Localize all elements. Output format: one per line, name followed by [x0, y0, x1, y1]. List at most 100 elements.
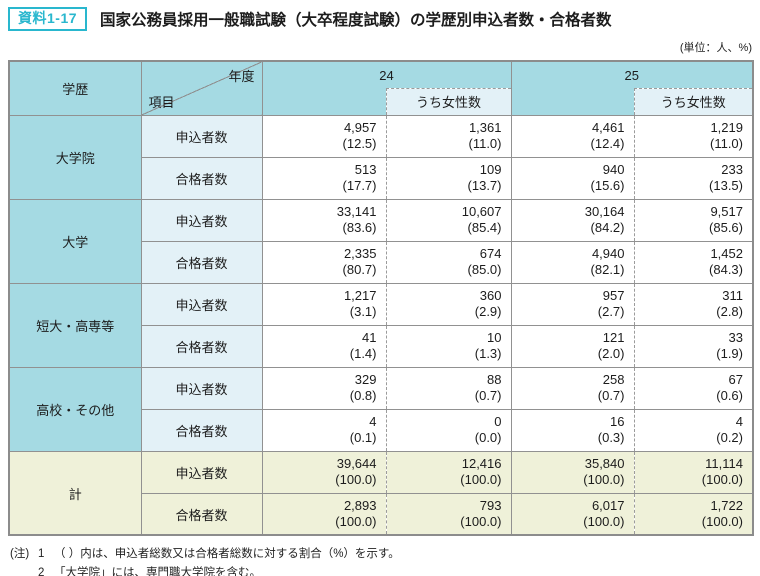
value-cell: 4 (0.1): [261, 408, 386, 452]
year-24-spacer: [261, 88, 386, 116]
percent: (0.2): [716, 430, 743, 446]
value: 2,335: [343, 246, 377, 262]
percent: (13.7): [467, 178, 502, 194]
value: 233: [721, 162, 743, 178]
metric-label-cell: 合格者数: [140, 408, 262, 452]
header: 資料1-17 国家公務員採用一般職試験（大卒程度試験）の学歴別申込者数・合格者数: [0, 0, 760, 32]
value: 4,957: [343, 120, 377, 136]
percent: (0.8): [349, 388, 377, 404]
value-cell: 940 (15.6): [510, 156, 634, 200]
category-cell: 短大・高専等: [8, 282, 141, 368]
category-cell: 高校・その他: [8, 366, 141, 452]
value: 2,893: [343, 498, 377, 514]
percent: (2.9): [474, 304, 502, 320]
value: 0: [494, 414, 502, 430]
value: 957: [602, 288, 625, 304]
year-group-24: 24: [261, 60, 511, 89]
value-cell: 33,141 (83.6): [261, 198, 386, 242]
value: 35,840: [584, 456, 625, 472]
table-row: 短大・高専等 申込者数 1,217 (3.1) 360 (2.9) 957 (2.7)…: [8, 282, 753, 368]
value: 6,017: [591, 498, 625, 514]
note-text: 「大学院」には、専門職大学院を含む。: [54, 566, 261, 576]
category-cell: 計: [8, 450, 141, 536]
category-cell: 大学: [8, 198, 141, 284]
note-line: 2 「大学院」には、専門職大学院を含む。: [10, 564, 760, 576]
page-title: 国家公務員採用一般職試験（大卒程度試験）の学歴別申込者数・合格者数: [100, 12, 612, 30]
value-cell: 10,607 (85.4): [385, 198, 511, 242]
value: 4,461: [591, 120, 625, 136]
metric-label-cell: 合格者数: [140, 492, 262, 536]
metric-label-cell: 申込者数: [140, 282, 262, 326]
percent: (2.7): [597, 304, 625, 320]
value-cell: 41 (1.4): [261, 324, 386, 368]
percent: (11.0): [468, 136, 502, 152]
percent: (2.0): [597, 346, 625, 362]
percent: (85.0): [467, 262, 502, 278]
value: 4,940: [591, 246, 625, 262]
value-cell: 957 (2.7): [510, 282, 634, 326]
value-cell: 2,335 (80.7): [261, 240, 386, 284]
value-cell: 1,217 (3.1): [261, 282, 386, 326]
percent: (80.7): [342, 262, 377, 278]
percent: (100.0): [335, 472, 377, 488]
percent: (85.6): [709, 220, 743, 236]
value-cell: 1,361 (11.0): [385, 114, 511, 158]
percent: (17.7): [342, 178, 377, 194]
value-cell: 30,164 (84.2): [510, 198, 634, 242]
percent: (1.3): [474, 346, 502, 362]
note-text: （ ）内は、申込者総数又は合格者総数に対する割合（%）を示す。: [54, 548, 400, 561]
value: 109: [479, 162, 502, 178]
metric-label-cell: 合格者数: [140, 156, 262, 200]
value: 33: [728, 330, 743, 346]
value: 12,416: [461, 456, 502, 472]
percent: (100.0): [583, 472, 625, 488]
note-number: 1: [38, 548, 45, 561]
metric-label-cell: 合格者数: [140, 324, 262, 368]
value: 11,114: [705, 456, 743, 472]
percent: (100.0): [335, 514, 377, 530]
value-cell: 1,722 (100.0): [633, 492, 753, 536]
value-cell: 10 (1.3): [385, 324, 511, 368]
value-cell: 12,416 (100.0): [385, 450, 511, 494]
percent: (100.0): [460, 514, 502, 530]
percent: (0.1): [349, 430, 377, 446]
value: 311: [722, 288, 743, 304]
value-cell: 4,461 (12.4): [510, 114, 634, 158]
value-cell: 793 (100.0): [385, 492, 511, 536]
value: 1,722: [710, 498, 743, 514]
value: 67: [728, 372, 743, 388]
value: 1,219: [710, 120, 743, 136]
metric-label-cell: 申込者数: [140, 114, 262, 158]
value-cell: 4,940 (82.1): [510, 240, 634, 284]
value: 793: [479, 498, 502, 514]
percent: (15.6): [590, 178, 625, 194]
value: 121: [602, 330, 625, 346]
percent: (3.1): [349, 304, 377, 320]
value: 258: [602, 372, 625, 388]
value-cell: 9,517 (85.6): [633, 198, 753, 242]
table-row: 大学 申込者数 33,141 (83.6) 10,607 (85.4) 30,164…: [8, 198, 753, 284]
percent: (84.2): [590, 220, 625, 236]
value: 16: [610, 414, 625, 430]
diagonal-year-label: 年度: [228, 69, 255, 85]
metric-label-cell: 合格者数: [140, 240, 262, 284]
percent: (13.5): [709, 178, 743, 194]
value: 9,517: [710, 204, 743, 220]
percent: (83.6): [342, 220, 377, 236]
value: 329: [354, 372, 377, 388]
value-cell: 360 (2.9): [385, 282, 511, 326]
percent: (1.9): [716, 346, 743, 362]
year-25-spacer: [510, 88, 634, 116]
percent: (100.0): [701, 514, 743, 530]
applicants-table: 学歴 年度 項目 24 25 うち女性数 うち女性数 大学院 申込者数 4,95…: [8, 60, 754, 537]
percent: (0.3): [597, 430, 625, 446]
percent: (100.0): [583, 514, 625, 530]
metric-label-cell: 申込者数: [140, 366, 262, 410]
value: 1,217: [343, 288, 377, 304]
value: 10,607: [461, 204, 502, 220]
header-row-female: うち女性数 うち女性数: [9, 87, 753, 116]
percent: (100.0): [460, 472, 502, 488]
value: 10: [487, 330, 502, 346]
note-line: (注) 1 （ ）内は、申込者総数又は合格者総数に対する割合（%）を示す。: [10, 545, 760, 563]
